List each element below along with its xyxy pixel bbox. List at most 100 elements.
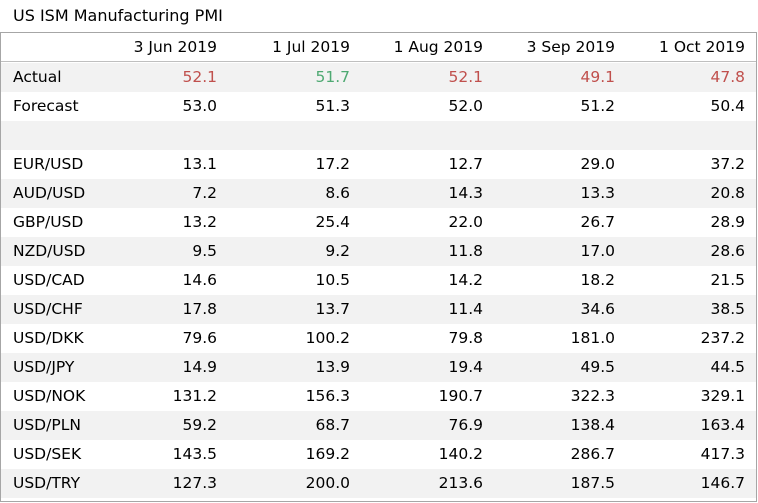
pair-value: 13.3 — [580, 184, 615, 202]
pair-label: USD/TRY — [13, 474, 81, 492]
column-header: 1 Aug 2019 — [393, 38, 483, 56]
pair-value: 11.8 — [448, 242, 483, 260]
header-row: 3 Jun 2019 1 Jul 2019 1 Aug 2019 3 Sep 2… — [1, 33, 756, 62]
column-header: 3 Sep 2019 — [526, 38, 615, 56]
pair-value: 14.3 — [448, 184, 483, 202]
actual-value: 47.8 — [710, 68, 745, 86]
pair-value: 28.6 — [710, 242, 745, 260]
pair-label: USD/CAD — [13, 271, 85, 289]
pair-value: 20.8 — [710, 184, 745, 202]
row-label: Forecast — [13, 97, 79, 115]
pair-value: 79.8 — [448, 329, 483, 347]
pair-value: 13.7 — [315, 300, 350, 318]
pair-row: USD/DKK 79.6 100.2 79.8 181.0 237.2 — [1, 324, 756, 353]
pair-row: GBP/USD 13.2 25.4 22.0 26.7 28.9 — [1, 208, 756, 237]
pair-label: USD/DKK — [13, 329, 84, 347]
column-header: 1 Jul 2019 — [272, 38, 350, 56]
actual-row: Actual 52.1 51.7 52.1 49.1 47.8 — [1, 63, 756, 92]
pair-value: 140.2 — [438, 445, 483, 463]
pair-value: 190.7 — [438, 387, 483, 405]
pair-label: EUR/USD — [13, 155, 84, 173]
pair-value: 59.2 — [182, 416, 217, 434]
pair-value: 8.6 — [325, 184, 350, 202]
pair-value: 12.7 — [448, 155, 483, 173]
pair-label: USD/JPY — [13, 358, 75, 376]
pair-value: 79.6 — [182, 329, 217, 347]
pair-value: 9.2 — [325, 242, 350, 260]
pair-value: 13.9 — [315, 358, 350, 376]
pair-value: 127.3 — [172, 474, 217, 492]
pair-value: 26.7 — [580, 213, 615, 231]
pair-label: USD/CHF — [13, 300, 83, 318]
actual-value: 49.1 — [580, 68, 615, 86]
pair-label: USD/SEK — [13, 445, 82, 463]
pair-row: USD/TRY 127.3 200.0 213.6 187.5 146.7 — [1, 469, 756, 498]
pair-value: 163.4 — [700, 416, 745, 434]
pair-value: 17.8 — [182, 300, 217, 318]
pair-value: 286.7 — [570, 445, 615, 463]
pair-value: 44.5 — [710, 358, 745, 376]
pair-row: USD/SEK 143.5 169.2 140.2 286.7 417.3 — [1, 440, 756, 469]
pair-value: 7.2 — [192, 184, 217, 202]
column-header: 1 Oct 2019 — [659, 38, 745, 56]
pair-row: USD/PLN 59.2 68.7 76.9 138.4 163.4 — [1, 411, 756, 440]
row-label: Actual — [13, 68, 62, 86]
forecast-value: 51.2 — [580, 97, 615, 115]
pair-value: 19.4 — [448, 358, 483, 376]
forecast-value: 53.0 — [182, 97, 217, 115]
pair-value: 329.1 — [700, 387, 745, 405]
data-table: 3 Jun 2019 1 Jul 2019 1 Aug 2019 3 Sep 2… — [0, 32, 757, 502]
pair-value: 29.0 — [580, 155, 615, 173]
pair-value: 100.2 — [305, 329, 350, 347]
header-divider — [1, 61, 756, 62]
pair-value: 38.5 — [710, 300, 745, 318]
pair-label: AUD/USD — [13, 184, 86, 202]
pair-value: 237.2 — [700, 329, 745, 347]
table-title: US ISM Manufacturing PMI — [13, 6, 223, 25]
pair-row: EUR/USD 13.1 17.2 12.7 29.0 37.2 — [1, 150, 756, 179]
pair-value: 143.5 — [172, 445, 217, 463]
pair-value: 213.6 — [438, 474, 483, 492]
actual-value: 51.7 — [315, 68, 350, 86]
pair-value: 11.4 — [448, 300, 483, 318]
pair-label: USD/NOK — [13, 387, 86, 405]
pair-value: 14.9 — [182, 358, 217, 376]
pair-row: USD/CHF 17.8 13.7 11.4 34.6 38.5 — [1, 295, 756, 324]
pair-value: 22.0 — [448, 213, 483, 231]
pair-value: 25.4 — [315, 213, 350, 231]
forecast-value: 51.3 — [315, 97, 350, 115]
pair-row: USD/JPY 14.9 13.9 19.4 49.5 44.5 — [1, 353, 756, 382]
column-header: 3 Jun 2019 — [133, 38, 217, 56]
pair-value: 10.5 — [315, 271, 350, 289]
pair-value: 138.4 — [570, 416, 615, 434]
pair-value: 9.5 — [192, 242, 217, 260]
pair-value: 28.9 — [710, 213, 745, 231]
pair-value: 181.0 — [570, 329, 615, 347]
pair-row: USD/NOK 131.2 156.3 190.7 322.3 329.1 — [1, 382, 756, 411]
pair-row: NZD/USD 9.5 9.2 11.8 17.0 28.6 — [1, 237, 756, 266]
pair-value: 169.2 — [305, 445, 350, 463]
pair-value: 76.9 — [448, 416, 483, 434]
pair-value: 417.3 — [700, 445, 745, 463]
pair-value: 49.5 — [580, 358, 615, 376]
pair-label: NZD/USD — [13, 242, 86, 260]
pair-label: GBP/USD — [13, 213, 84, 231]
pair-value: 13.1 — [182, 155, 217, 173]
pair-value: 187.5 — [570, 474, 615, 492]
actual-value: 52.1 — [182, 68, 217, 86]
forecast-value: 52.0 — [448, 97, 483, 115]
pair-value: 18.2 — [580, 271, 615, 289]
actual-value: 52.1 — [448, 68, 483, 86]
pair-value: 14.6 — [182, 271, 217, 289]
pair-value: 34.6 — [580, 300, 615, 318]
spacer-row — [1, 121, 756, 150]
pair-value: 17.0 — [580, 242, 615, 260]
pair-value: 131.2 — [172, 387, 217, 405]
pair-value: 14.2 — [448, 271, 483, 289]
pair-value: 13.2 — [182, 213, 217, 231]
pair-value: 21.5 — [710, 271, 745, 289]
pair-value: 156.3 — [305, 387, 350, 405]
forecast-value: 50.4 — [710, 97, 745, 115]
pair-value: 17.2 — [315, 155, 350, 173]
